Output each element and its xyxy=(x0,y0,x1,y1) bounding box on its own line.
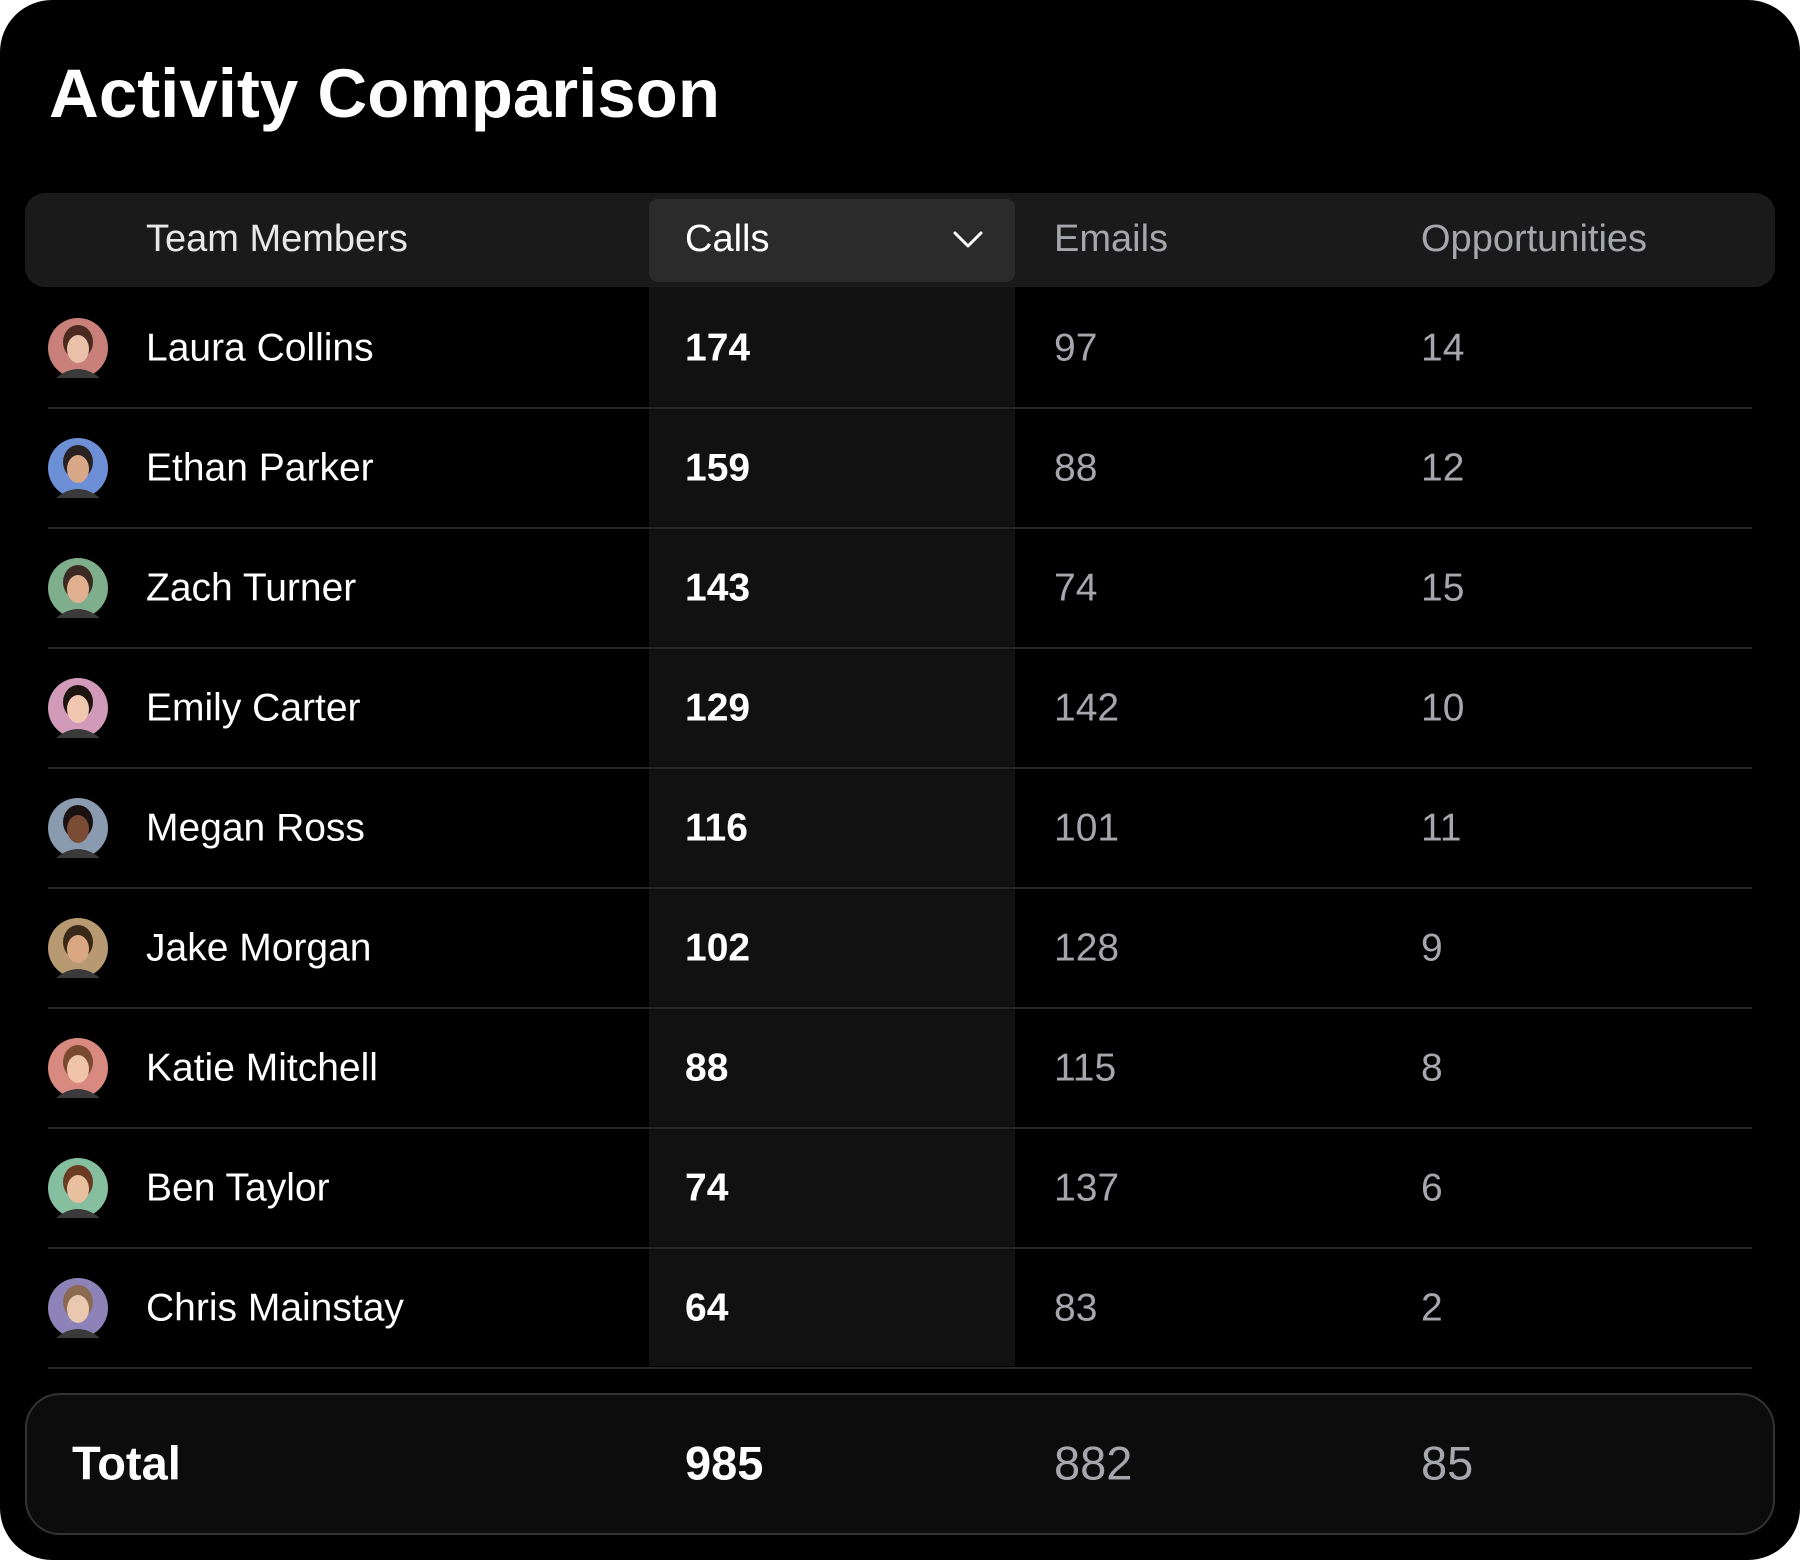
metric-value: 137 xyxy=(1054,1166,1119,1209)
avatar-face xyxy=(67,1055,89,1083)
total-value: 85 xyxy=(1421,1436,1473,1489)
avatar-face xyxy=(67,575,89,603)
metric-value: 116 xyxy=(685,806,748,849)
avatar-shoulders xyxy=(56,1329,100,1338)
member-name: Ethan Parker xyxy=(146,446,374,489)
avatar-shoulders xyxy=(56,369,100,378)
avatar-face xyxy=(67,935,89,963)
column-header[interactable]: Calls xyxy=(685,218,769,260)
member-name: Emily Carter xyxy=(146,686,361,729)
avatar-face xyxy=(67,1175,89,1203)
avatar-shoulders xyxy=(56,1089,100,1098)
metric-value: 129 xyxy=(685,686,750,729)
metric-value: 115 xyxy=(1054,1046,1116,1089)
metric-value: 9 xyxy=(1421,926,1443,969)
total-value: 882 xyxy=(1054,1436,1132,1489)
metric-value: 159 xyxy=(685,446,750,489)
metric-value: 12 xyxy=(1421,446,1464,489)
metric-value: 143 xyxy=(685,566,750,609)
avatar-face xyxy=(67,335,89,363)
metric-value: 14 xyxy=(1421,326,1464,369)
column-header[interactable]: Team Members xyxy=(146,218,408,260)
metric-value: 64 xyxy=(685,1286,729,1329)
card-title: Activity Comparison xyxy=(49,55,720,132)
total-label: Total xyxy=(72,1436,181,1489)
metric-value: 8 xyxy=(1421,1046,1443,1089)
metric-value: 6 xyxy=(1421,1166,1443,1209)
metric-value: 101 xyxy=(1054,806,1119,849)
metric-value: 174 xyxy=(685,326,750,369)
avatar-shoulders xyxy=(56,609,100,618)
avatar-shoulders xyxy=(56,489,100,498)
avatar-shoulders xyxy=(56,849,100,858)
sort-chevron[interactable] xyxy=(953,231,983,248)
metric-value: 102 xyxy=(685,926,750,969)
member-name: Chris Mainstay xyxy=(146,1286,404,1329)
metric-value: 97 xyxy=(1054,326,1097,369)
sorted-header-cell[interactable] xyxy=(649,199,1015,282)
member-name: Ben Taylor xyxy=(146,1166,330,1209)
member-name: Laura Collins xyxy=(146,326,374,369)
member-name: Zach Turner xyxy=(146,566,356,609)
metric-value: 10 xyxy=(1421,686,1464,729)
sorted-column-background xyxy=(649,287,1015,1366)
avatar-shoulders xyxy=(56,1209,100,1218)
metric-value: 11 xyxy=(1421,806,1462,849)
column-header[interactable]: Opportunities xyxy=(1421,218,1647,260)
avatar-face xyxy=(67,695,89,723)
metric-value: 2 xyxy=(1421,1286,1443,1329)
metric-value: 88 xyxy=(1054,446,1097,489)
avatar-face xyxy=(67,815,89,843)
total-value: 985 xyxy=(685,1436,763,1489)
avatar-face xyxy=(67,455,89,483)
avatar-shoulders xyxy=(56,969,100,978)
metric-value: 74 xyxy=(1054,566,1097,609)
avatar-shoulders xyxy=(56,729,100,738)
avatar-face xyxy=(67,1295,89,1323)
member-name: Katie Mitchell xyxy=(146,1046,378,1089)
column-header[interactable]: Emails xyxy=(1054,218,1168,260)
member-name: Megan Ross xyxy=(146,806,365,849)
total-row-box xyxy=(25,1393,1775,1535)
member-name: Jake Morgan xyxy=(146,926,371,969)
metric-value: 142 xyxy=(1054,686,1119,729)
metric-value: 74 xyxy=(685,1166,729,1209)
metric-value: 83 xyxy=(1054,1286,1097,1329)
metric-value: 15 xyxy=(1421,566,1464,609)
metric-value: 88 xyxy=(685,1046,728,1089)
metric-value: 128 xyxy=(1054,926,1119,969)
